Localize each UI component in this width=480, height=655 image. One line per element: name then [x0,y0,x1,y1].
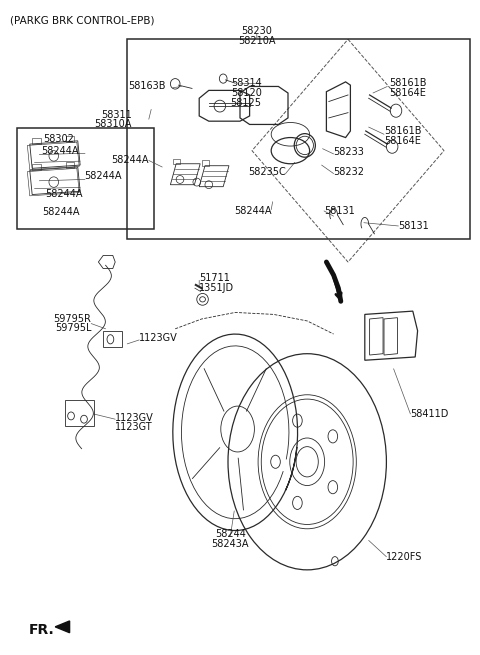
Text: 58244A: 58244A [46,189,83,199]
Text: 59795L: 59795L [55,323,91,333]
Text: 1123GV: 1123GV [115,413,154,423]
Text: 58230: 58230 [241,26,272,37]
Text: 58161B: 58161B [389,78,426,88]
Text: 58310A: 58310A [95,119,132,129]
Text: 58164E: 58164E [389,88,426,98]
Text: 58302: 58302 [43,134,74,144]
Text: 58243A: 58243A [212,538,249,549]
Bar [65,400,94,426]
Text: 58244A: 58244A [111,155,149,166]
Bar [17,128,154,229]
Text: 58120: 58120 [231,88,262,98]
Text: (PARKG BRK CONTROL-EPB): (PARKG BRK CONTROL-EPB) [10,16,154,26]
Text: 58210A: 58210A [238,36,276,47]
Text: FR.: FR. [29,623,55,637]
Text: 1123GT: 1123GT [115,422,153,432]
Polygon shape [55,621,70,633]
Text: 51711: 51711 [199,273,230,284]
Text: 58314: 58314 [231,78,262,88]
Text: 58244A: 58244A [41,146,78,157]
Text: 58244A: 58244A [84,171,121,181]
Text: 1220FS: 1220FS [386,552,423,562]
Text: 58161B: 58161B [384,126,421,136]
Text: 58131: 58131 [324,206,355,216]
Text: 58131: 58131 [398,221,429,231]
Text: 58232: 58232 [334,167,365,178]
Text: 58244A: 58244A [42,207,79,217]
Text: 58311: 58311 [101,109,132,120]
Text: 58125: 58125 [230,98,262,108]
Bar [103,331,122,347]
Text: 58244A: 58244A [234,206,271,216]
Text: 59795R: 59795R [53,314,91,324]
Text: 58233: 58233 [334,147,364,157]
Text: 58164E: 58164E [384,136,421,146]
Text: 1123GV: 1123GV [139,333,178,343]
Text: 58244: 58244 [215,529,246,539]
Text: 1351JD: 1351JD [199,282,234,293]
Text: 58163B: 58163B [128,81,166,92]
Text: 58235C: 58235C [248,167,286,178]
Bar [127,39,470,239]
Text: 58411D: 58411D [410,409,449,419]
